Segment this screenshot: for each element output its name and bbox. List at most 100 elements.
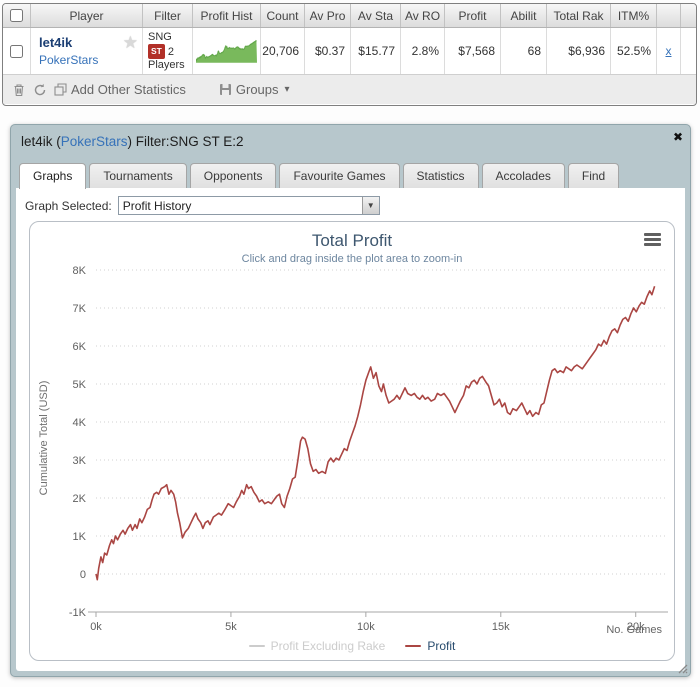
x-axis-title: No. Games [606,624,662,636]
col-filter: Filter [143,4,193,27]
filter-line2: ST 2 [148,43,185,59]
tab-bar: Graphs Tournaments Opponents Favourite G… [19,163,620,189]
profit-cell: $7,568 [445,28,501,74]
graph-selected-label: Graph Selected: [25,198,112,213]
refresh-button[interactable] [33,83,47,97]
filter-line3: Players [148,58,185,71]
player-detail-popup: let4ik (PokerStars) Filter:SNG ST E:2 ✖ … [10,124,691,677]
tab-content: Graph Selected: Profit History ▼ Total P… [16,188,685,671]
add-other-statistics-label: Add Other Statistics [71,82,186,97]
profit-hist-cell [193,28,261,74]
legend-label-rake: Profit Excluding Rake [270,639,386,653]
filter-cell: SNG ST 2 Players [143,28,193,74]
col-av-profit: Av Pro [305,4,351,27]
col-total-rake: Total Rak [547,4,611,27]
resize-grip[interactable] [676,662,688,674]
popup-title-player: let4ik ( [21,134,61,149]
av-profit-cell: $0.37 [305,28,351,74]
site-link[interactable]: PokerStars [39,53,99,67]
tab-statistics[interactable]: Statistics [402,163,479,188]
svg-text:-1K: -1K [69,607,87,619]
player-stats-table: Player Filter Profit Hist Count Av Pro A… [2,3,697,106]
svg-text:6K: 6K [73,341,87,353]
chart-legend: Profit Excluding Rake Profit [30,639,674,653]
close-icon[interactable]: ✖ [672,130,683,144]
popup-title: let4ik (PokerStars) Filter:SNG ST E:2 [21,134,664,149]
legend-item-profit[interactable]: Profit [405,639,455,653]
player-cell: let4ik ★ PokerStars [31,28,143,74]
legend-item-profit-excluding-rake[interactable]: Profit Excluding Rake [248,639,386,653]
svg-text:20k: 20k [627,621,645,633]
trash-icon [14,84,24,97]
remove-cell: x [657,28,681,74]
popup-title-filter: ) Filter:SNG ST E:2 [127,134,244,149]
add-statistics-icon [54,83,67,96]
delete-button[interactable] [12,82,26,97]
chart-title: Total Profit [311,231,393,250]
tab-tournaments[interactable]: Tournaments [89,163,187,188]
col-profit: Profit [445,4,501,27]
count-cell: 20,706 [261,28,305,74]
legend-label-profit: Profit [427,639,456,653]
table-toolbar: Add Other Statistics Groups ▾ [3,75,696,104]
col-av-stake: Av Sta [351,4,401,27]
svg-text:10k: 10k [357,621,375,633]
svg-text:3K: 3K [73,455,87,467]
col-ability: Abilit [501,4,547,27]
table-header-row: Player Filter Profit Hist Count Av Pro A… [3,4,696,28]
col-filler [681,4,696,27]
chart-subtitle: Click and drag inside the plot area to z… [241,253,463,265]
favorite-star-icon[interactable]: ★ [122,32,138,52]
select-all-checkbox[interactable] [10,9,23,22]
svg-text:5k: 5k [225,621,237,633]
svg-text:4K: 4K [73,417,87,429]
profit-sparkline-chart[interactable] [196,36,257,66]
tab-favourite-games[interactable]: Favourite Games [279,163,400,188]
svg-text:0k: 0k [90,621,102,633]
legend-swatch-rake [248,645,265,647]
col-count: Count [261,4,305,27]
svg-text:15k: 15k [492,621,510,633]
chart-menu-icon[interactable] [644,233,661,248]
legend-swatch-profit [405,645,422,647]
svg-text:7K: 7K [73,303,87,315]
ability-cell: 68 [501,28,547,74]
select-all-cell [3,4,31,27]
itm-cell: 52.5% [611,28,657,74]
svg-text:2K: 2K [73,493,87,505]
groups-button[interactable]: Groups ▾ [219,82,290,97]
svg-text:8K: 8K [73,265,87,277]
filter-line1: SNG [148,30,172,43]
profit-line-chart-plot-area[interactable]: -1K 0 1K 2K 3K 4K 5K 6K 7K 8K 0k 5k 10k 15k 20k [30,222,674,660]
profit-chart-container: Total Profit Click and drag inside the p… [29,221,675,661]
tab-find[interactable]: Find [567,163,620,188]
tab-opponents[interactable]: Opponents [189,163,277,188]
table-row: let4ik ★ PokerStars SNG ST 2 Players 20,7… [3,28,696,75]
player-name-link[interactable]: let4ik [39,35,73,50]
chevron-down-icon: ▼ [361,197,379,214]
av-roi-cell: 2.8% [401,28,445,74]
svg-text:5K: 5K [73,379,87,391]
col-player: Player [31,4,143,27]
save-groups-icon [219,84,231,95]
row-checkbox[interactable] [10,44,23,58]
refresh-icon [34,83,46,95]
tab-accolades[interactable]: Accolades [481,163,565,188]
groups-label: Groups [235,82,279,97]
svg-text:1K: 1K [73,531,87,543]
col-av-roi: Av RO [401,4,445,27]
col-profit-hist: Profit Hist [193,4,261,27]
tab-graphs[interactable]: Graphs [19,163,87,189]
graph-select-dropdown[interactable]: Profit History ▼ [117,196,380,215]
row-select-cell [3,28,31,74]
remove-row-link[interactable]: x [665,44,672,58]
av-stake-cell: $15.77 [351,28,401,74]
add-other-statistics-button[interactable]: Add Other Statistics [54,82,186,97]
col-remove [657,4,681,27]
groups-caret-icon: ▾ [284,84,290,95]
total-rake-cell: $6,936 [547,28,611,74]
st-badge: ST [148,43,165,59]
col-itm: ITM% [611,4,657,27]
graph-select-value: Profit History [122,198,192,213]
popup-title-site-link[interactable]: PokerStars [60,134,128,149]
